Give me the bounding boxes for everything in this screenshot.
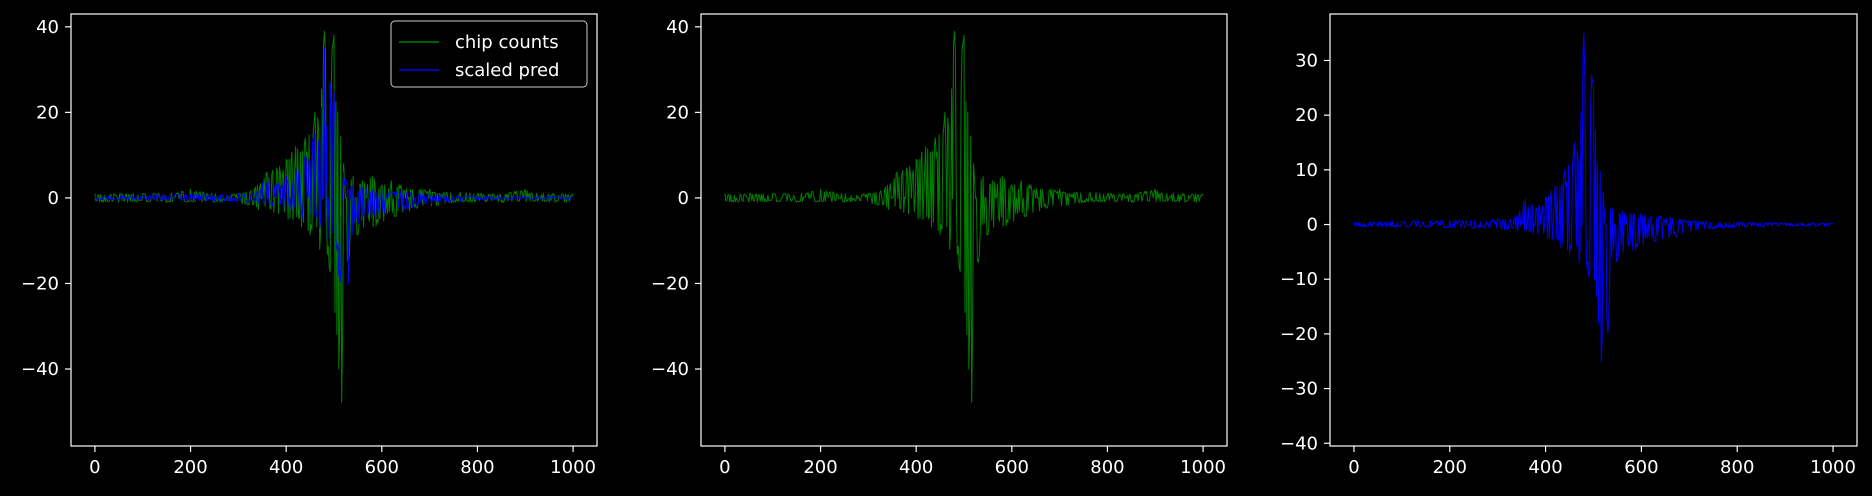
y-tick-label: 30 bbox=[1295, 50, 1318, 71]
chart-panel-2: 0 200 400 600 800 1000 −40 −20 0 20 40 bbox=[651, 13, 1228, 478]
x-tick-label: 600 bbox=[1624, 457, 1658, 478]
y-tick-label: 20 bbox=[36, 102, 59, 123]
x-tick-label: 200 bbox=[1433, 457, 1467, 478]
x-tick-label: 600 bbox=[995, 457, 1029, 478]
series-line-series-1 bbox=[1353, 32, 1834, 363]
y-tick-label: 0 bbox=[678, 188, 689, 209]
y-tick-label: −20 bbox=[651, 273, 689, 294]
axes-frame bbox=[1329, 13, 1858, 447]
x-tick-label: 1000 bbox=[1180, 457, 1226, 478]
legend-box bbox=[390, 20, 588, 88]
series-line-scaled-pred bbox=[94, 47, 574, 284]
y-tick-label: −10 bbox=[1280, 269, 1318, 290]
y-tick-label: −40 bbox=[651, 359, 689, 380]
x-tick-label: 1000 bbox=[1810, 457, 1856, 478]
chart-panel-3: 0 200 400 600 800 1000 −40 −30 −20 −10 0 10 20 30 bbox=[1280, 13, 1858, 478]
y-tick-label: 0 bbox=[48, 188, 59, 209]
axes-frame bbox=[700, 13, 1228, 447]
y-tick-label: −20 bbox=[1280, 324, 1318, 345]
x-tick-label: 800 bbox=[460, 457, 494, 478]
x-tick-label: 0 bbox=[1348, 457, 1359, 478]
series-line-chip-counts bbox=[94, 30, 574, 403]
y-tick-label: −40 bbox=[1280, 433, 1318, 454]
y-tick-label: −20 bbox=[21, 273, 59, 294]
x-tick-label: 400 bbox=[1528, 457, 1562, 478]
y-tick-label: −30 bbox=[1280, 379, 1318, 400]
y-tick-label: 10 bbox=[1295, 160, 1318, 181]
x-tick-label: 400 bbox=[269, 457, 303, 478]
axes-frame bbox=[70, 13, 598, 447]
y-tick-label: 20 bbox=[666, 102, 689, 123]
legend-entry-label: scaled pred bbox=[455, 60, 559, 81]
legend: chip counts scaled pred bbox=[390, 20, 588, 88]
x-tick-label: 400 bbox=[899, 457, 933, 478]
x-tick-label: 0 bbox=[719, 457, 730, 478]
x-tick-label: 1000 bbox=[550, 457, 596, 478]
x-tick-label: 800 bbox=[1720, 457, 1754, 478]
y-tick-label: −40 bbox=[21, 359, 59, 380]
x-tick-label: 800 bbox=[1090, 457, 1124, 478]
y-tick-label: 0 bbox=[1307, 215, 1318, 236]
chart-panel-1: 0 200 400 600 800 1000 −40 −20 0 20 40 chip counts s… bbox=[21, 13, 598, 478]
x-tick-label: 0 bbox=[89, 457, 100, 478]
x-tick-label: 600 bbox=[365, 457, 399, 478]
x-tick-label: 200 bbox=[173, 457, 207, 478]
y-tick-label: 40 bbox=[36, 17, 59, 38]
y-tick-label: 20 bbox=[1295, 105, 1318, 126]
y-tick-label: 40 bbox=[666, 17, 689, 38]
x-tick-label: 200 bbox=[803, 457, 837, 478]
series-line-series-1 bbox=[724, 30, 1204, 403]
legend-entry-label: chip counts bbox=[455, 32, 559, 53]
